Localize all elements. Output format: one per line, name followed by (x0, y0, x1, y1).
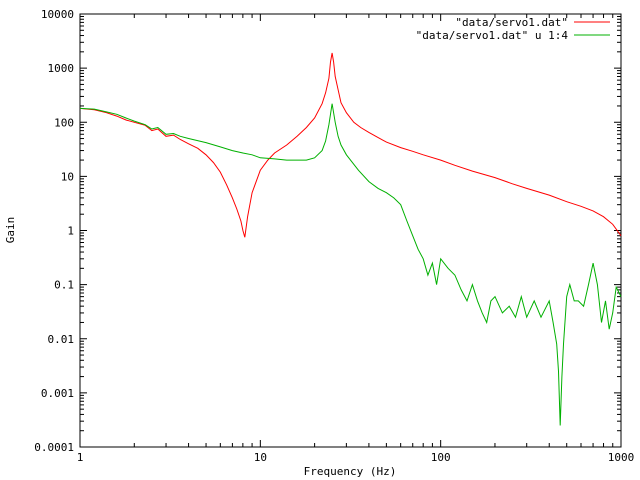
x-axis-label: Frequency (Hz) (304, 465, 397, 478)
series-line-2 (79, 103, 622, 426)
legend-label-1: "data/servo1.dat" (455, 16, 568, 29)
legend: "data/servo1.dat""data/servo1.dat" u 1:4 (416, 16, 610, 42)
x-tick-label: 100 (431, 451, 451, 464)
y-tick-label: 10 (61, 170, 74, 183)
axis-ticks: 1 10 100 1000 0.0001 0.001 0.01 0.1 1 10 100 1000 10… (34, 8, 634, 464)
series-lines (79, 52, 622, 426)
x-tick-label: 1 (77, 451, 84, 464)
y-tick-label: 0.001 (41, 387, 74, 400)
y-tick-label: 1000 (48, 62, 75, 75)
y-tick-label: 100 (54, 116, 74, 129)
x-tick-label: 1000 (608, 451, 635, 464)
legend-label-2: "data/servo1.dat" u 1:4 (416, 29, 569, 42)
y-tick-label: 10000 (41, 8, 74, 21)
plot-frame (79, 13, 622, 448)
y-tick-label: 1 (67, 225, 74, 238)
x-tick-label: 10 (254, 451, 267, 464)
series-line-1 (79, 52, 622, 238)
y-tick-label: 0.1 (54, 279, 74, 292)
y-axis-label: Gain (4, 217, 17, 244)
y-tick-label: 0.0001 (34, 441, 74, 454)
y-tick-label: 0.01 (48, 333, 75, 346)
